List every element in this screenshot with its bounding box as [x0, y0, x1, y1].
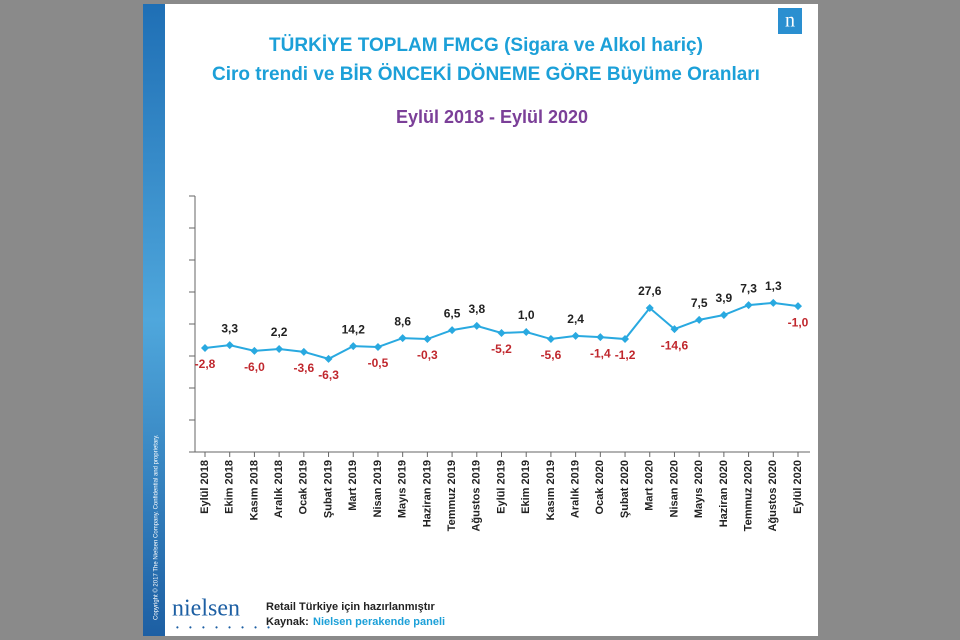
marker — [744, 301, 753, 310]
data-label: -1,4 — [590, 346, 611, 360]
x-tick-label: Kasım 2018 — [248, 460, 260, 521]
x-tick-label: Ağustos 2020 — [767, 460, 779, 532]
marker — [299, 347, 308, 356]
data-label: 7,5 — [691, 296, 708, 310]
data-label: -6,3 — [318, 368, 339, 382]
marker — [571, 331, 580, 340]
marker — [794, 302, 802, 311]
x-tick-label: Mayıs 2019 — [397, 460, 409, 518]
x-tick-label: Eylül 2018 — [199, 460, 211, 514]
marker — [670, 325, 679, 334]
x-tick-label: Ekim 2018 — [224, 460, 236, 514]
marker — [423, 335, 432, 344]
period: Eylül 2018 - Eylül 2020 — [396, 107, 588, 127]
marker — [596, 333, 605, 342]
x-tick-label: Eylül 2020 — [792, 460, 804, 514]
data-label: 3,3 — [221, 321, 238, 335]
marker — [769, 298, 778, 307]
x-tick-label: Mart 2020 — [644, 460, 656, 511]
data-label: 2,2 — [271, 325, 288, 339]
logo-box — [778, 8, 802, 34]
x-tick-label: Ocak 2019 — [298, 460, 310, 514]
x-tick-label: Haziran 2020 — [718, 460, 730, 527]
marker — [645, 304, 654, 312]
x-tick-label: Eylül 2019 — [495, 460, 507, 514]
source-label: Kaynak: — [266, 616, 309, 628]
data-label: 2,4 — [567, 312, 584, 326]
data-label: -0,3 — [417, 348, 438, 362]
marker — [250, 346, 259, 355]
x-tick-label: Aralık 2019 — [570, 460, 582, 518]
marker — [719, 311, 728, 320]
x-tick-label: Temmuz 2020 — [742, 460, 754, 531]
marker — [349, 342, 358, 351]
marker — [621, 335, 630, 344]
x-tick-label: Nisan 2019 — [372, 460, 384, 517]
data-label: 1,0 — [518, 308, 535, 322]
panel — [143, 4, 818, 636]
marker — [522, 328, 531, 336]
data-label: -0,5 — [368, 356, 389, 370]
data-label: -5,6 — [541, 348, 562, 362]
chart-subtitle: Ciro trendi ve BİR ÖNCEKİ DÖNEME GÖRE Bü… — [212, 64, 760, 85]
marker — [373, 343, 382, 352]
data-label: -1,2 — [615, 348, 636, 362]
data-label: -14,6 — [661, 338, 689, 352]
data-label: 1,3 — [765, 279, 782, 293]
x-tick-label: Şubat 2019 — [322, 460, 334, 518]
marker — [546, 335, 555, 344]
x-tick-label: Kasım 2019 — [545, 460, 557, 521]
marker — [324, 354, 333, 363]
marker — [398, 334, 407, 343]
x-tick-label: Ekim 2019 — [520, 460, 532, 514]
brand: nielsen — [172, 596, 240, 622]
x-tick-label: Temmuz 2019 — [446, 460, 458, 531]
data-label: -1,0 — [788, 315, 809, 329]
side-stripe — [143, 4, 165, 636]
copyright: Copyright © 2017 The Nielsen Company. Co… — [153, 434, 160, 620]
marker — [201, 344, 209, 352]
x-tick-label: Şubat 2020 — [619, 460, 631, 518]
x-tick-label: Ağustos 2019 — [471, 460, 483, 532]
data-label: 7,3 — [740, 281, 757, 295]
x-tick-label: Haziran 2019 — [421, 460, 433, 527]
x-tick-label: Mayıs 2020 — [693, 460, 705, 518]
marker — [695, 315, 704, 324]
data-label: 6,5 — [444, 306, 461, 320]
x-tick-label: Ocak 2020 — [594, 460, 606, 514]
x-tick-label: Mart 2019 — [347, 460, 359, 511]
x-tick-label: Aralık 2018 — [273, 460, 285, 518]
data-label: 3,9 — [716, 291, 733, 305]
marker — [472, 321, 481, 330]
brand-dots: • • • • • • • • — [176, 623, 274, 632]
data-label: -6,0 — [244, 360, 265, 374]
marker — [225, 341, 234, 350]
source: Nielsen perakende paneli — [313, 616, 445, 628]
data-label: 14,2 — [342, 322, 366, 336]
x-tick-label: Nisan 2020 — [668, 460, 680, 517]
data-label: -3,6 — [293, 361, 314, 375]
marker — [448, 326, 457, 335]
data-label: 27,6 — [638, 284, 662, 298]
marker — [275, 344, 284, 353]
data-label: 3,8 — [468, 302, 485, 316]
data-label: -2,8 — [195, 357, 216, 371]
marker — [497, 328, 506, 337]
logo: n — [785, 10, 795, 32]
chart-title: TÜRKİYE TOPLAM FMCG (Sigara ve Alkol har… — [269, 35, 703, 56]
footer-note: Retail Türkiye için hazırlanmıştır — [266, 601, 435, 613]
data-label: 8,6 — [394, 314, 411, 328]
data-label: -5,2 — [491, 342, 512, 356]
